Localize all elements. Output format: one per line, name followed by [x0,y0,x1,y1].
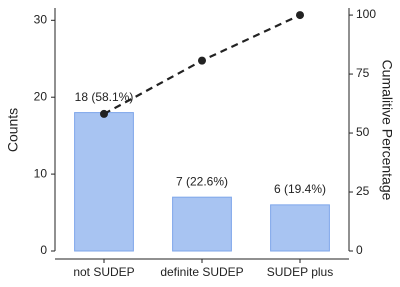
point [100,109,108,118]
y-tick-label: 20 [34,89,48,103]
value-label: 18 (58.1%) [75,90,134,104]
bar [270,204,330,252]
value-label: 6 (19.4%) [274,182,326,196]
y2-tick-label: 25 [356,184,370,198]
bar [74,112,134,252]
bar [172,196,232,252]
x-tick-label: definite SUDEP [160,265,243,279]
y-tick-label: 0 [40,243,47,257]
y2-tick-label: 100 [356,7,376,21]
y2-axis-label: Cumalitive Percentage [379,60,395,201]
point [198,56,206,65]
x-tick-label: not SUDEP [73,265,134,279]
value-label: 7 (22.6%) [176,174,228,188]
x-tick-label: SUDEP plus [267,265,333,279]
y2-tick-label: 0 [356,243,363,257]
y2-tick-label: 75 [356,66,370,80]
y2-tick-label: 50 [356,125,370,139]
y-tick-label: 10 [34,166,48,180]
y-tick-label: 30 [34,12,48,26]
y-axis-label: Counts [5,108,21,152]
point [296,11,304,20]
